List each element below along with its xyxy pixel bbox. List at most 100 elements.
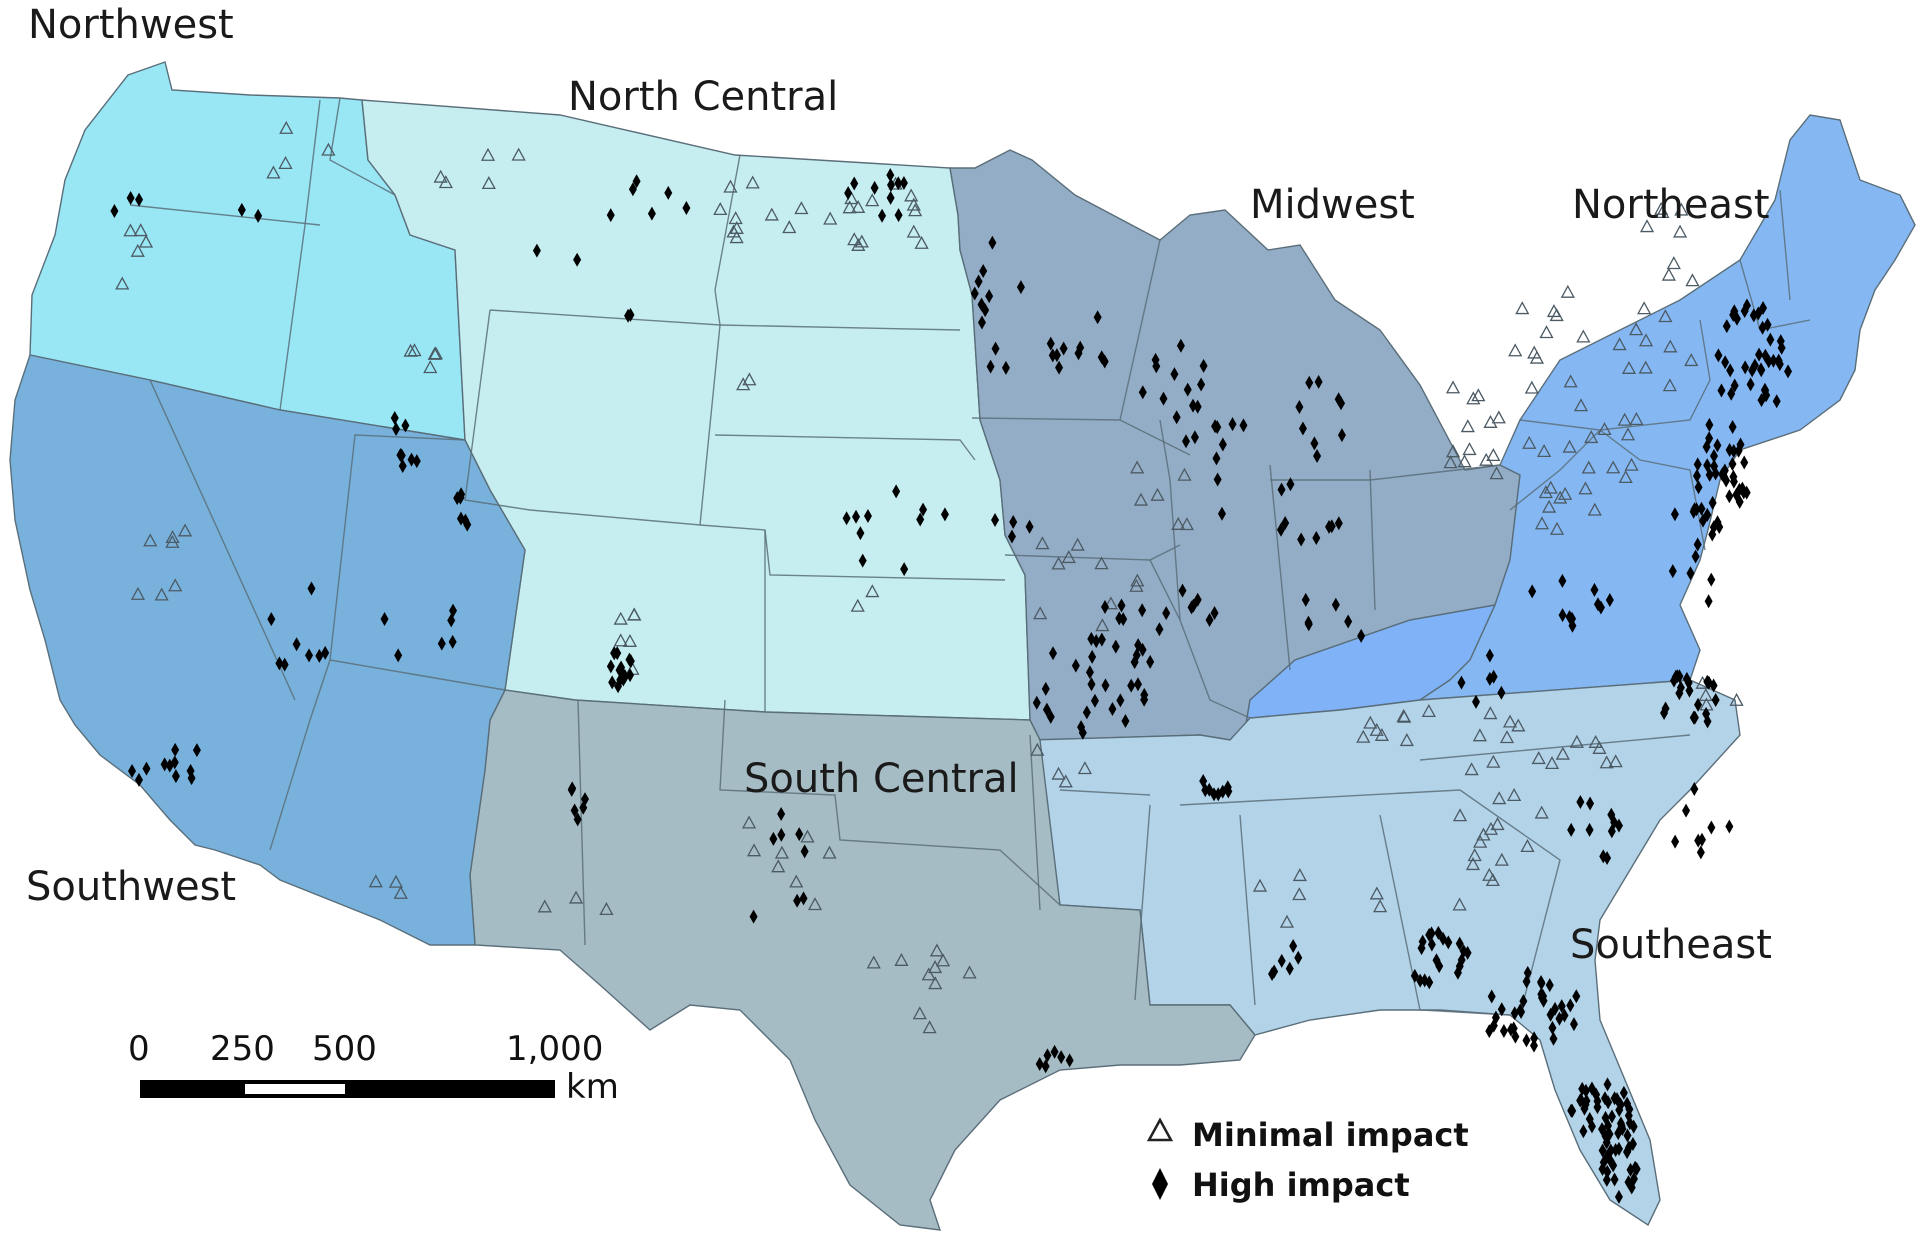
high-impact-marker [1101,678,1110,693]
minimal-impact-marker [1356,729,1371,743]
high-impact-marker [305,648,314,663]
minimal-impact-marker [1457,454,1472,468]
high-impact-marker [1704,594,1713,609]
high-impact-marker [1427,926,1436,941]
high-impact-marker [1218,437,1227,452]
high-impact-marker [1551,1001,1560,1016]
high-impact-marker [1127,678,1136,693]
high-impact-marker [1714,348,1723,363]
minimal-impact-marker [1618,470,1633,484]
minimal-impact-marker [1637,301,1652,315]
high-impact-marker [1720,463,1729,478]
minimal-impact-marker [1661,267,1676,281]
high-impact-marker [1213,472,1222,487]
minimal-impact-marker [154,587,169,601]
high-impact-marker [456,511,465,526]
high-impact-marker [128,764,137,779]
minimal-impact-marker [927,960,943,974]
minimal-impact-marker [1279,914,1295,928]
minimal-impact-marker [1729,692,1744,706]
high-impact-marker [1497,1002,1506,1017]
minimal-impact-marker [1544,756,1560,770]
minimal-impact-marker [1617,412,1632,426]
minimal-impact-marker [1587,502,1602,516]
high-impact-marker [777,827,786,842]
high-impact-marker [1717,383,1726,398]
high-impact-marker [135,192,144,207]
minimal-impact-marker [854,234,869,248]
minimal-impact-marker [511,147,526,161]
high-impact-marker [1581,1083,1590,1098]
high-impact-marker [1557,999,1566,1014]
high-impact-marker [237,202,246,217]
high-impact-marker [1310,436,1319,451]
high-impact-marker [1585,1111,1594,1126]
high-impact-marker [1624,1175,1633,1190]
high-impact-marker [1159,391,1168,406]
high-impact-marker [1722,319,1731,334]
minimal-impact-marker [133,223,148,237]
minimal-impact-marker [921,967,936,981]
high-impact-marker [1682,671,1691,686]
high-impact-marker [1602,1172,1611,1187]
minimal-impact-marker [1581,460,1596,474]
high-impact-marker [1693,457,1702,472]
minimal-impact-marker [1479,452,1494,466]
region-southwest [9,354,526,946]
minimal-impact-marker [1094,556,1109,570]
high-impact-marker [1750,358,1759,373]
label-southwest: Southwest [26,864,236,910]
high-impact-marker [1133,677,1142,692]
high-impact-marker [1729,307,1738,322]
high-impact-marker [863,509,872,524]
high-impact-marker [1277,953,1286,968]
high-impact-marker [940,507,949,522]
high-impact-marker [1610,1091,1619,1106]
high-impact-marker [532,243,541,258]
high-impact-marker [799,891,808,906]
minimal-impact-marker [1562,439,1577,453]
minimal-impact-marker [1061,550,1076,564]
minimal-impact-marker [1445,444,1461,458]
high-impact-marker [1199,358,1208,373]
high-impact-marker [1671,834,1680,849]
high-impact-marker [437,636,446,651]
high-impact-marker [192,743,201,758]
high-impact-marker [1239,418,1248,433]
high-impact-marker [1213,420,1222,435]
high-impact-marker [1735,482,1744,497]
minimal-impact-marker [794,201,809,215]
high-impact-marker [1558,573,1567,588]
high-impact-marker [1212,451,1221,466]
minimal-impact-marker [771,859,786,873]
minimal-impact-marker [537,899,552,913]
minimal-impact-marker [865,584,880,598]
high-impact-marker [1757,393,1766,408]
high-impact-marker [1313,449,1322,464]
high-impact-marker [1178,583,1187,598]
high-impact-marker [1713,515,1722,530]
high-impact-marker [1548,1020,1557,1035]
scale-tick-1000: 1,000 [506,1029,603,1069]
high-impact-marker [254,208,263,223]
high-impact-marker [886,168,895,183]
high-impact-marker [1268,967,1277,982]
high-impact-marker [842,511,851,526]
high-impact-marker [456,490,465,505]
high-impact-marker [267,612,276,627]
minimal-impact-marker [1666,256,1681,270]
minimal-impact-marker [1502,714,1518,728]
minimal-impact-marker [723,179,738,193]
high-impact-marker [1485,648,1494,663]
scale-bar: 0 250 500 1,000 km [128,1029,619,1107]
high-impact-marker [1183,382,1192,397]
high-impact-marker [573,812,582,827]
minimal-impact-marker [842,200,857,214]
high-impact-marker [858,553,867,568]
minimal-impact-marker [1563,374,1578,388]
high-impact-marker [1077,720,1086,735]
high-impact-marker [1603,1077,1612,1092]
minimal-impact-marker [1464,762,1479,776]
high-impact-marker [1097,632,1106,647]
